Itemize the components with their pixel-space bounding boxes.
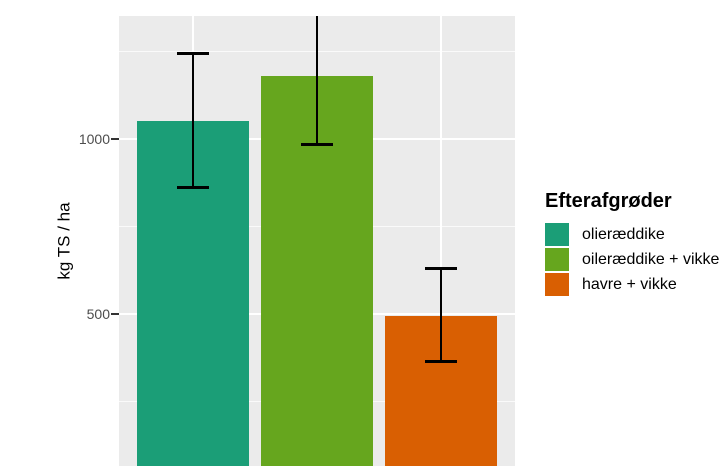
y-tick-label: 500 bbox=[86, 306, 110, 322]
legend-item: havre + vikke bbox=[545, 273, 719, 296]
error-bar-stem bbox=[439, 268, 442, 362]
legend: Efterafgrøder olieræddike oileræddike + v… bbox=[545, 190, 719, 298]
legend-item: olieræddike bbox=[545, 223, 719, 246]
legend-swatch bbox=[545, 248, 569, 271]
error-bar-lower-cap bbox=[301, 142, 333, 146]
legend-items: olieræddike oileræddike + vikke havre + vi… bbox=[545, 223, 719, 296]
y-tick-mark bbox=[111, 313, 119, 315]
error-bar-upper-cap bbox=[177, 51, 209, 55]
error-bar-upper-cap bbox=[424, 266, 457, 270]
legend-label: oileræddike + vikke bbox=[582, 250, 720, 268]
bar-chart-figure: kg TS / ha 1000 500 Efterafgrøder olieræd… bbox=[40, 16, 720, 466]
plot-area bbox=[119, 16, 515, 466]
y-tick-mark bbox=[111, 137, 119, 140]
gridline-vertical bbox=[439, 16, 442, 466]
error-bar-lower-cap bbox=[177, 186, 209, 190]
legend-swatch bbox=[545, 223, 569, 246]
y-axis: 1000 500 bbox=[40, 16, 119, 466]
legend-label: olieræddike bbox=[582, 225, 665, 243]
error-bar-stem bbox=[316, 16, 318, 145]
error-bar-lower-cap bbox=[424, 359, 457, 363]
legend-label: havre + vikke bbox=[582, 275, 677, 293]
error-bar-stem bbox=[192, 53, 194, 188]
legend-swatch bbox=[545, 273, 569, 296]
legend-item: oileræddike + vikke bbox=[545, 248, 719, 271]
y-tick-label: 1000 bbox=[78, 130, 110, 147]
legend-title: Efterafgrøder bbox=[545, 190, 672, 212]
